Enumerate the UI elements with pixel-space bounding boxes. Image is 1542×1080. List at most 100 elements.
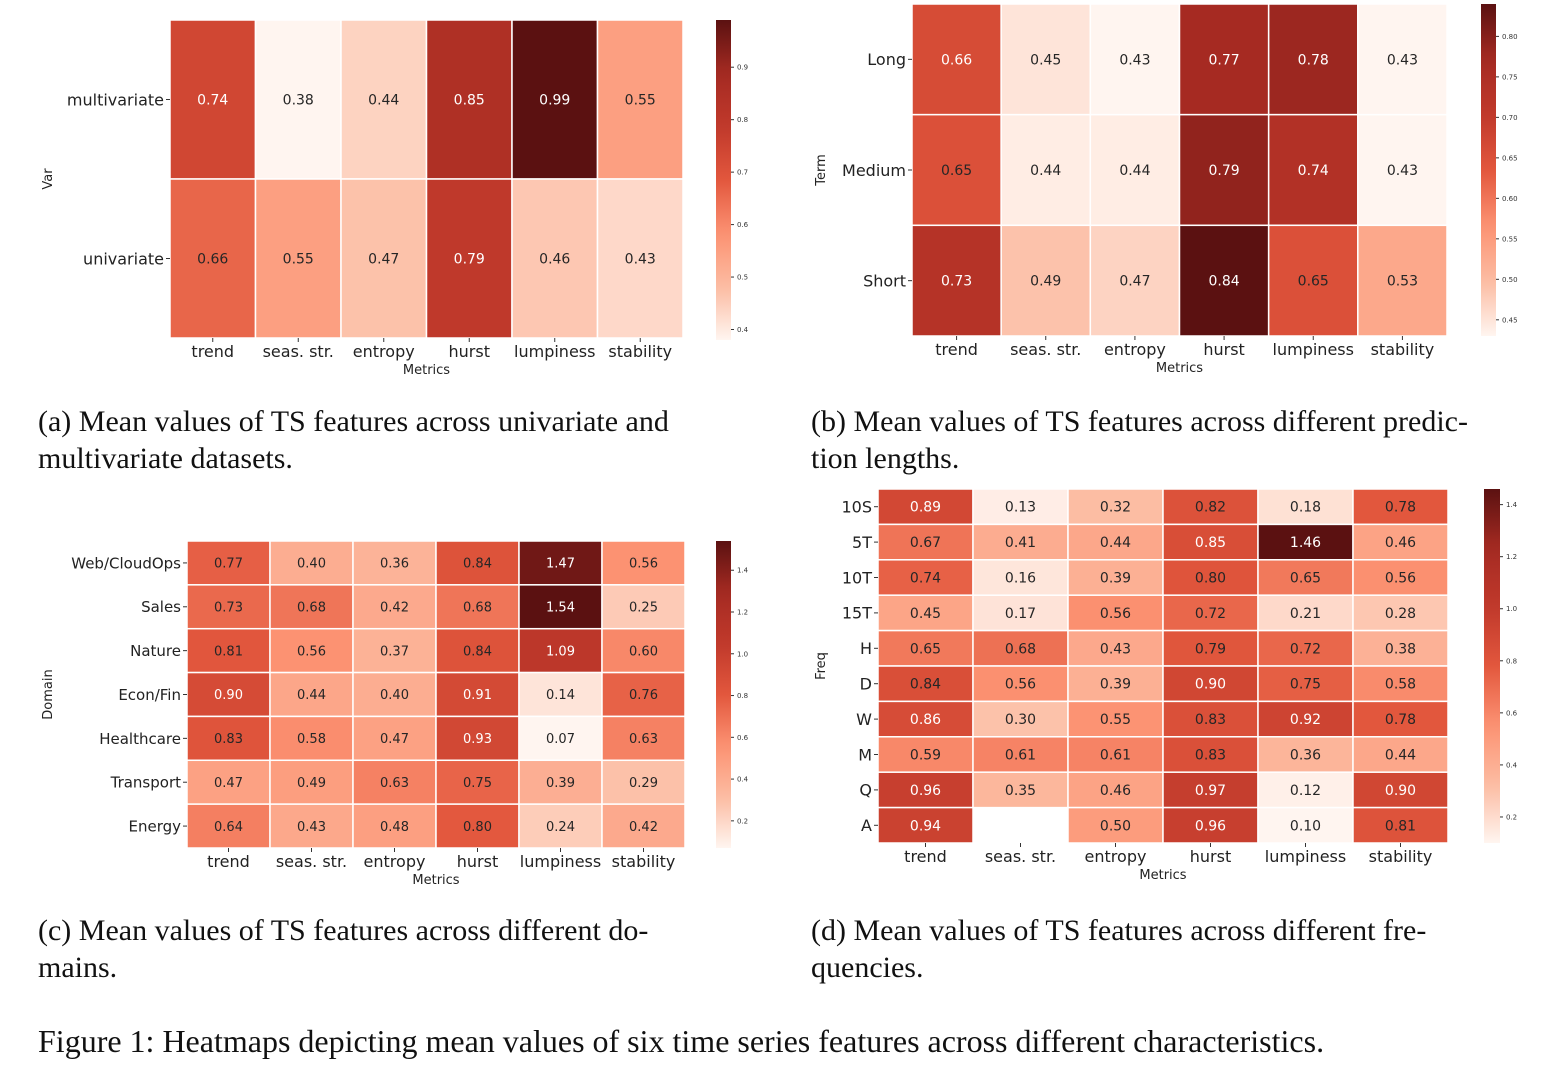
cell-value-label: 0.48 xyxy=(380,820,409,835)
cell-value-label: 0.43 xyxy=(1100,641,1131,657)
heatmap-cell xyxy=(518,584,603,630)
cell-value-label: 0.75 xyxy=(1290,677,1321,693)
heatmap-cell xyxy=(1162,665,1259,703)
cell-value-label: 0.63 xyxy=(380,776,409,791)
heatmap-cell xyxy=(1162,594,1259,632)
cell-value-label: 0.85 xyxy=(454,93,485,109)
heatmap-cell xyxy=(352,759,437,805)
cell-value-label: 0.16 xyxy=(1005,571,1036,587)
colorbar-tick-label: 0.2 xyxy=(1506,813,1517,821)
colorbar-tick-label: 0.4 xyxy=(1506,761,1518,769)
cell-value-label: 0.96 xyxy=(910,783,941,799)
cell-value-label: 0.61 xyxy=(1100,748,1131,764)
cell-value-label: 0.18 xyxy=(1290,500,1321,516)
cell-value-label: 0.53 xyxy=(1387,274,1418,290)
y-tick-label: Nature xyxy=(130,642,181,660)
heatmap-cell xyxy=(1357,113,1448,227)
cell-value-label: 0.25 xyxy=(629,600,658,615)
colorbar-tick-label: 0.65 xyxy=(1502,154,1518,162)
y-tick-label: Sales xyxy=(141,598,181,616)
heatmap-cell xyxy=(972,488,1069,526)
colorbar-tick-label: 1.2 xyxy=(737,609,748,617)
cell-value-label: 0.56 xyxy=(1100,606,1131,622)
heatmap-panel-d: 0.89 0.13 0.32 0.82 0.18 0.780.67 0.41 0.44 0.85… xyxy=(814,488,1518,883)
heatmap-cell xyxy=(269,540,354,586)
heatmap-cell xyxy=(340,19,428,180)
heatmap-cell xyxy=(1257,559,1354,596)
cell-value-label: 0.78 xyxy=(1385,712,1416,728)
cell-value-label: 0.28 xyxy=(1385,606,1416,622)
cell-value-label: 0.37 xyxy=(380,644,409,659)
heatmap-cell xyxy=(972,629,1069,667)
y-tick-label: 5T xyxy=(852,533,872,552)
cell-value-label: 0.64 xyxy=(214,820,243,835)
cell-value-label: 0.56 xyxy=(629,557,658,572)
colorbar-tick-label: 0.4 xyxy=(737,776,749,784)
y-tick-label: Energy xyxy=(128,817,181,835)
cell-value-label: 0.55 xyxy=(1100,712,1131,728)
x-axis-label: Metrics xyxy=(403,363,450,378)
heatmap-cell xyxy=(518,540,603,586)
cell-value-label: 0.43 xyxy=(1387,163,1418,179)
colorbar xyxy=(1484,489,1500,843)
heatmap-cell xyxy=(1357,224,1448,337)
heatmap-cell xyxy=(601,627,686,674)
cell-value-label: 0.39 xyxy=(1100,677,1131,693)
cell-value-label: 0.81 xyxy=(1385,818,1416,834)
x-tick-label: stability xyxy=(612,852,676,871)
heatmap-cell xyxy=(254,178,342,339)
heatmap-cell xyxy=(1352,806,1449,844)
heatmap-cell xyxy=(1257,700,1354,738)
y-axis-label: Freq xyxy=(814,652,829,680)
heatmap-cell xyxy=(601,715,686,762)
y-tick-label: Long xyxy=(867,50,906,69)
heatmap-cell xyxy=(435,627,520,674)
caption-b-line-2: tion lengths. xyxy=(811,442,960,475)
cell-value-label: 0.92 xyxy=(1290,712,1321,728)
heatmap-cell xyxy=(518,803,603,849)
x-tick-label: entropy xyxy=(1085,847,1147,866)
cell-value-label: 0.40 xyxy=(380,688,409,703)
heatmap-cell xyxy=(972,736,1069,773)
cell-value-label: 0.65 xyxy=(910,641,941,657)
caption-b-line-1: (b) Mean values of TS features across di… xyxy=(811,405,1468,438)
cell-value-label: 0.96 xyxy=(1195,818,1226,834)
cell-value-label: 0.85 xyxy=(1195,535,1226,551)
cell-value-label: 1.47 xyxy=(546,557,575,572)
cell-value-label: 0.44 xyxy=(1100,535,1131,551)
heatmap-cell xyxy=(601,671,686,718)
x-axis-label: Metrics xyxy=(1156,361,1203,376)
heatmap-cell xyxy=(169,19,257,180)
colorbar-tick-label: 1.0 xyxy=(737,650,748,658)
cell-value-label: 0.75 xyxy=(463,776,492,791)
cell-value-label: 0.84 xyxy=(463,557,492,572)
cell-value-label: 0.78 xyxy=(1385,500,1416,516)
cell-value-label: 0.73 xyxy=(214,600,243,615)
cell-value-label: 0.24 xyxy=(546,820,575,835)
colorbar-tick-label: 0.55 xyxy=(1502,235,1518,243)
cell-value-label: 0.79 xyxy=(1195,641,1226,657)
cell-value-label: 0.10 xyxy=(1290,818,1321,834)
cell-value-label: 0.81 xyxy=(214,644,243,659)
cell-value-label: 0.44 xyxy=(1119,163,1150,179)
cell-value-label: 0.29 xyxy=(629,776,658,791)
x-tick-label: lumpiness xyxy=(1265,847,1346,866)
cell-value-label: 1.46 xyxy=(1290,535,1321,551)
cell-value-label: 0.83 xyxy=(1195,748,1226,764)
cell-value-label: 0.39 xyxy=(1100,571,1131,587)
y-tick-label: 10S xyxy=(841,497,872,516)
cell-value-label: 0.93 xyxy=(463,732,492,747)
heatmap-cell xyxy=(352,715,437,762)
cell-value-label: 0.61 xyxy=(1005,748,1036,764)
cell-value-label: 0.12 xyxy=(1290,783,1321,799)
cell-value-label: 0.46 xyxy=(539,252,570,268)
cell-value-label: 0.66 xyxy=(941,52,972,68)
heatmap-cell xyxy=(601,584,686,630)
cell-value-label: 0.72 xyxy=(1195,606,1226,622)
x-tick-label: seas. str. xyxy=(1010,340,1081,359)
x-tick-label: entropy xyxy=(353,342,415,361)
heatmap-cell xyxy=(435,803,520,849)
cell-value-label: 0.44 xyxy=(368,93,399,109)
x-axis-label: Metrics xyxy=(1139,868,1186,883)
cell-value-label: 0.60 xyxy=(629,644,658,659)
